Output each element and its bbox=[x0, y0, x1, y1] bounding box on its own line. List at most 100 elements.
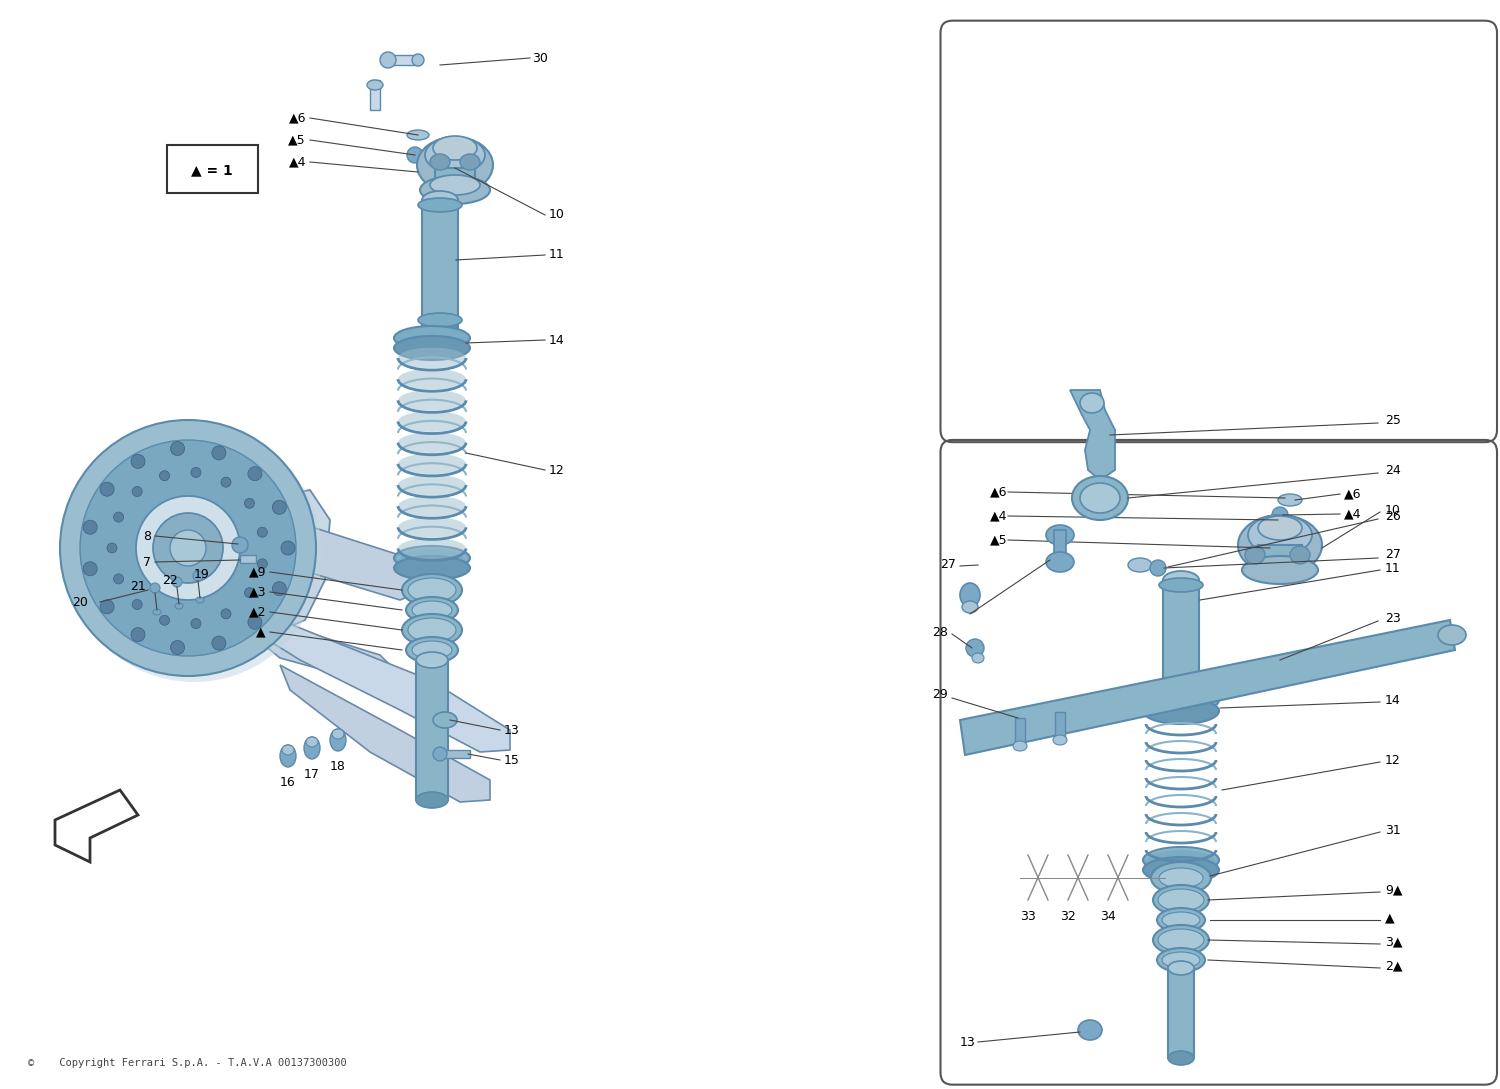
Ellipse shape bbox=[1162, 571, 1198, 589]
Ellipse shape bbox=[306, 737, 318, 747]
Ellipse shape bbox=[398, 390, 466, 411]
Ellipse shape bbox=[1168, 960, 1194, 975]
Ellipse shape bbox=[1162, 952, 1200, 968]
Ellipse shape bbox=[408, 578, 456, 602]
Bar bbox=[435, 168, 476, 189]
Bar bbox=[370, 79, 380, 110]
Ellipse shape bbox=[282, 745, 294, 755]
Ellipse shape bbox=[380, 52, 396, 68]
Ellipse shape bbox=[1080, 393, 1104, 413]
Ellipse shape bbox=[114, 512, 123, 522]
Polygon shape bbox=[1070, 390, 1114, 480]
Polygon shape bbox=[258, 620, 394, 685]
Text: 25: 25 bbox=[1384, 414, 1401, 427]
Ellipse shape bbox=[82, 562, 98, 576]
Text: 11: 11 bbox=[549, 248, 564, 261]
Ellipse shape bbox=[170, 530, 206, 566]
Ellipse shape bbox=[1278, 494, 1302, 506]
Ellipse shape bbox=[153, 609, 160, 615]
Ellipse shape bbox=[368, 79, 382, 90]
Ellipse shape bbox=[100, 600, 114, 614]
Ellipse shape bbox=[280, 745, 296, 767]
Ellipse shape bbox=[220, 477, 231, 487]
Ellipse shape bbox=[1150, 560, 1166, 576]
Ellipse shape bbox=[153, 513, 224, 583]
Ellipse shape bbox=[430, 154, 450, 170]
Ellipse shape bbox=[1128, 558, 1152, 572]
Bar bbox=[440, 750, 470, 758]
Ellipse shape bbox=[422, 191, 458, 209]
Ellipse shape bbox=[1168, 1051, 1194, 1065]
Ellipse shape bbox=[1143, 687, 1220, 713]
Ellipse shape bbox=[394, 556, 470, 580]
Ellipse shape bbox=[1242, 556, 1318, 584]
Ellipse shape bbox=[80, 440, 296, 656]
Text: 20: 20 bbox=[72, 596, 88, 609]
Ellipse shape bbox=[1162, 911, 1200, 928]
Ellipse shape bbox=[114, 574, 123, 584]
Ellipse shape bbox=[1053, 735, 1066, 745]
Ellipse shape bbox=[232, 537, 248, 553]
Text: 28: 28 bbox=[932, 625, 948, 638]
Ellipse shape bbox=[176, 603, 183, 609]
Ellipse shape bbox=[1046, 552, 1074, 572]
Ellipse shape bbox=[1258, 516, 1302, 540]
Bar bbox=[1162, 580, 1198, 690]
Ellipse shape bbox=[1156, 949, 1204, 972]
Ellipse shape bbox=[433, 747, 447, 761]
Ellipse shape bbox=[273, 500, 286, 514]
Text: ▲ = 1: ▲ = 1 bbox=[190, 163, 232, 178]
Ellipse shape bbox=[258, 527, 267, 537]
Text: 14: 14 bbox=[549, 333, 564, 346]
Text: ▲6: ▲6 bbox=[990, 486, 1008, 499]
Text: ▲4: ▲4 bbox=[288, 156, 306, 169]
Ellipse shape bbox=[394, 326, 470, 350]
Text: 21: 21 bbox=[130, 579, 146, 592]
Ellipse shape bbox=[398, 475, 466, 495]
Text: 10: 10 bbox=[1384, 503, 1401, 516]
Ellipse shape bbox=[413, 601, 452, 619]
Bar bbox=[1168, 968, 1194, 1059]
Text: ▲3: ▲3 bbox=[249, 586, 266, 599]
Text: 34: 34 bbox=[1100, 909, 1116, 922]
Ellipse shape bbox=[402, 574, 462, 605]
Ellipse shape bbox=[1438, 625, 1466, 645]
Text: 27: 27 bbox=[1384, 549, 1401, 562]
Ellipse shape bbox=[433, 712, 457, 729]
Ellipse shape bbox=[1272, 507, 1288, 523]
Bar bbox=[240, 555, 256, 563]
Ellipse shape bbox=[1150, 862, 1210, 894]
Text: 22: 22 bbox=[162, 574, 178, 587]
Text: 9▲: 9▲ bbox=[1384, 883, 1402, 896]
Ellipse shape bbox=[136, 495, 240, 600]
Text: 24: 24 bbox=[1384, 464, 1401, 477]
Ellipse shape bbox=[398, 369, 466, 390]
Text: 26: 26 bbox=[1384, 510, 1401, 523]
Polygon shape bbox=[268, 620, 510, 752]
Text: ▲6: ▲6 bbox=[1344, 488, 1362, 501]
Ellipse shape bbox=[1160, 868, 1203, 888]
Text: 32: 32 bbox=[1060, 909, 1076, 922]
Ellipse shape bbox=[190, 619, 201, 628]
Ellipse shape bbox=[244, 588, 255, 598]
Text: 3▲: 3▲ bbox=[1384, 935, 1402, 949]
Text: ▲4: ▲4 bbox=[990, 510, 1008, 523]
Ellipse shape bbox=[1143, 847, 1220, 873]
Ellipse shape bbox=[406, 130, 429, 140]
Ellipse shape bbox=[1160, 578, 1203, 592]
Ellipse shape bbox=[304, 737, 320, 759]
Bar bbox=[1054, 712, 1065, 741]
Ellipse shape bbox=[1072, 476, 1128, 521]
Text: 27: 27 bbox=[940, 559, 956, 572]
Polygon shape bbox=[280, 665, 490, 802]
Ellipse shape bbox=[130, 627, 146, 641]
Text: ▲: ▲ bbox=[1384, 911, 1395, 925]
Ellipse shape bbox=[1154, 925, 1209, 955]
Ellipse shape bbox=[406, 637, 457, 663]
Ellipse shape bbox=[960, 583, 980, 607]
Text: 13: 13 bbox=[504, 723, 519, 736]
Ellipse shape bbox=[972, 653, 984, 663]
Ellipse shape bbox=[1143, 857, 1220, 883]
Ellipse shape bbox=[398, 453, 466, 474]
Polygon shape bbox=[240, 490, 330, 635]
